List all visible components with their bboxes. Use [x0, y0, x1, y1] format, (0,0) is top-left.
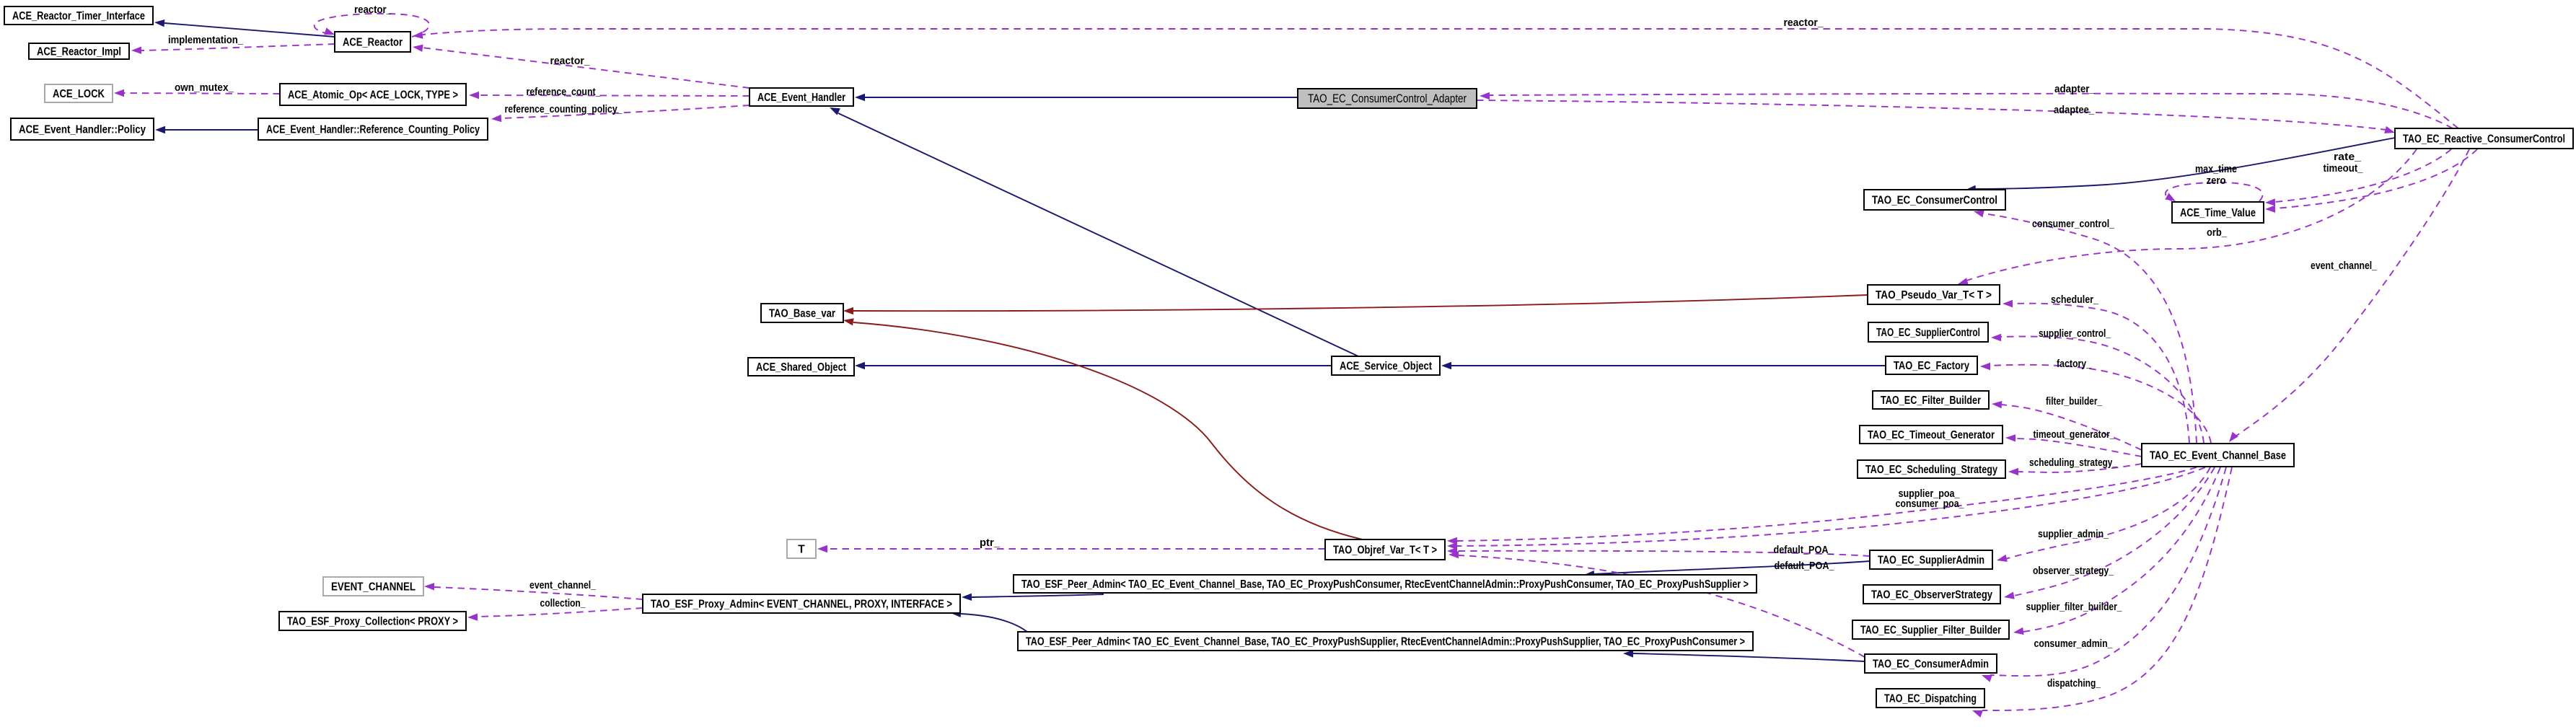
svg-text:EVENT_CHANNEL: EVENT_CHANNEL: [331, 581, 416, 594]
svg-text:ACE_Service_Object: ACE_Service_Object: [1340, 361, 1432, 373]
svg-text:reference_counting_policy_: reference_counting_policy_: [505, 103, 623, 115]
svg-text:TAO_EC_Factory: TAO_EC_Factory: [1894, 360, 1969, 372]
svg-text:TAO_EC_ConsumerAdmin: TAO_EC_ConsumerAdmin: [1873, 658, 1989, 671]
svg-text:TAO_Objref_Var_T< T >: TAO_Objref_Var_T< T >: [1333, 545, 1437, 557]
svg-text:rate_: rate_: [2334, 151, 2362, 163]
svg-text:TAO_EC_ObserverStrategy: TAO_EC_ObserverStrategy: [1871, 589, 1992, 602]
svg-text:TAO_ESF_Peer_Admin< TAO_EC_Eve: TAO_ESF_Peer_Admin< TAO_EC_Event_Channel…: [1021, 578, 1749, 591]
svg-text:TAO_EC_Filter_Builder: TAO_EC_Filter_Builder: [1881, 395, 1981, 407]
svg-text:ACE_Shared_Object: ACE_Shared_Object: [756, 361, 846, 374]
svg-text:TAO_ESF_Peer_Admin< TAO_EC_Eve: TAO_ESF_Peer_Admin< TAO_EC_Event_Channel…: [1026, 636, 1745, 648]
svg-text:TAO_EC_Dispatching: TAO_EC_Dispatching: [1884, 693, 1977, 705]
svg-text:TAO_EC_ConsumerControl_Adapter: TAO_EC_ConsumerControl_Adapter: [1308, 92, 1467, 105]
svg-text:adaptee_: adaptee_: [2054, 104, 2095, 116]
svg-text:supplier_poa_: supplier_poa_: [1899, 488, 1961, 500]
svg-text:zero: zero: [2207, 175, 2226, 187]
svg-text:factory_: factory_: [2057, 358, 2092, 370]
svg-text:consumer_poa_: consumer_poa_: [1896, 498, 1965, 510]
svg-text:timeout_generator_: timeout_generator_: [2034, 428, 2116, 441]
svg-text:TAO_EC_Reactive_ConsumerContro: TAO_EC_Reactive_ConsumerControl: [2403, 133, 2565, 146]
svg-text:default_POA_: default_POA_: [1775, 560, 1835, 572]
svg-text:timeout_: timeout_: [2324, 162, 2364, 175]
svg-text:supplier_filter_builder_: supplier_filter_builder_: [2026, 601, 2123, 613]
svg-text:ptr_: ptr_: [980, 537, 1001, 549]
svg-text:supplier_admin_: supplier_admin_: [2038, 528, 2109, 540]
svg-text:consumer_control_: consumer_control_: [2032, 218, 2115, 230]
svg-text:default_POA_: default_POA_: [1774, 544, 1834, 556]
svg-text:TAO_ESF_Proxy_Collection< PROX: TAO_ESF_Proxy_Collection< PROXY >: [287, 616, 458, 628]
svg-text:TAO_EC_Event_Channel_Base: TAO_EC_Event_Channel_Base: [2150, 450, 2286, 462]
svg-text:ACE_Reactor_Impl: ACE_Reactor_Impl: [37, 46, 121, 58]
svg-text:ACE_Event_Handler::Policy: ACE_Event_Handler::Policy: [19, 124, 146, 136]
svg-text:scheduling_strategy_: scheduling_strategy_: [2029, 457, 2118, 469]
svg-text:dispatching_: dispatching_: [2047, 677, 2101, 689]
svg-text:max_time: max_time: [2195, 163, 2237, 175]
svg-text:adapter_: adapter_: [2054, 83, 2096, 95]
svg-text:own_mutex_: own_mutex_: [175, 81, 234, 94]
svg-text:collection_: collection_: [540, 597, 586, 609]
svg-text:reactor_: reactor_: [354, 4, 392, 16]
svg-text:reference_count_: reference_count_: [527, 86, 602, 98]
svg-text:TAO_EC_SupplierAdmin: TAO_EC_SupplierAdmin: [1878, 555, 1984, 567]
svg-text:ACE_Reactor_Timer_Interface: ACE_Reactor_Timer_Interface: [12, 10, 145, 22]
svg-text:ACE_LOCK: ACE_LOCK: [53, 88, 105, 100]
svg-text:ACE_Reactor: ACE_Reactor: [343, 37, 403, 49]
svg-text:orb_: orb_: [2207, 226, 2228, 239]
svg-text:event_channel_: event_channel_: [529, 579, 597, 591]
svg-text:TAO_EC_Supplier_Filter_Builder: TAO_EC_Supplier_Filter_Builder: [1860, 625, 2001, 637]
svg-text:TAO_EC_SupplierControl: TAO_EC_SupplierControl: [1876, 327, 1980, 339]
svg-text:TAO_EC_Timeout_Generator: TAO_EC_Timeout_Generator: [1868, 429, 1995, 441]
svg-text:implementation_: implementation_: [168, 34, 244, 46]
svg-text:ACE_Atomic_Op< ACE_LOCK, TYPE: ACE_Atomic_Op< ACE_LOCK, TYPE >: [288, 89, 458, 102]
svg-text:supplier_control_: supplier_control_: [2039, 327, 2111, 340]
svg-text:TAO_Base_var: TAO_Base_var: [769, 308, 835, 320]
svg-text:TAO_EC_Scheduling_Strategy: TAO_EC_Scheduling_Strategy: [1865, 464, 1997, 476]
svg-text:consumer_admin_: consumer_admin_: [2034, 638, 2114, 650]
svg-text:reactor_: reactor_: [1784, 17, 1824, 29]
svg-text:reactor_: reactor_: [550, 55, 591, 67]
svg-text:event_channel_: event_channel_: [2311, 260, 2378, 272]
svg-text:TAO_Pseudo_Var_T< T >: TAO_Pseudo_Var_T< T >: [1876, 289, 1992, 301]
svg-text:filter_builder_: filter_builder_: [2046, 395, 2103, 407]
svg-text:ACE_Event_Handler::Reference_C: ACE_Event_Handler::Reference_Counting_Po…: [266, 124, 480, 136]
svg-text:scheduler_: scheduler_: [2051, 294, 2099, 306]
svg-text:T: T: [798, 544, 805, 556]
svg-text:TAO_EC_ConsumerControl: TAO_EC_ConsumerControl: [1872, 195, 1997, 207]
svg-text:ACE_Event_Handler: ACE_Event_Handler: [757, 92, 845, 104]
svg-text:observer_strategy_: observer_strategy_: [2033, 565, 2114, 577]
svg-text:ACE_Time_Value: ACE_Time_Value: [2180, 207, 2256, 219]
svg-text:TAO_ESF_Proxy_Admin< EVENT_CHA: TAO_ESF_Proxy_Admin< EVENT_CHANNEL, PROX…: [651, 599, 952, 611]
